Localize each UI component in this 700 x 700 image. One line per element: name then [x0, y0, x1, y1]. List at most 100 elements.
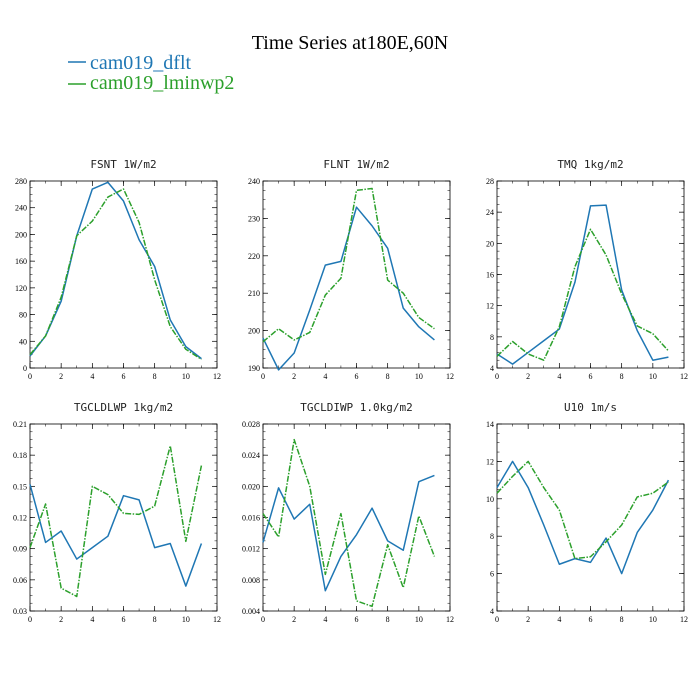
- panel-title: TGCLDIWP 1.0kg/m2: [300, 401, 413, 414]
- y-tick-label: 210: [248, 289, 260, 298]
- x-tick-label: 8: [386, 615, 390, 624]
- panel-title: FSNT 1W/m2: [90, 158, 156, 171]
- y-tick-label: 0.016: [242, 514, 260, 523]
- series-line-dflt: [29, 484, 203, 587]
- series-line-dflt: [496, 204, 669, 365]
- y-tick-label: 40: [19, 337, 27, 346]
- y-tick-label: 220: [248, 252, 260, 261]
- x-tick-label: 2: [292, 615, 296, 624]
- y-tick-label: 0.21: [13, 420, 27, 429]
- y-tick-label: 12: [486, 457, 494, 466]
- y-tick-label: 24: [486, 208, 494, 217]
- panel-title: U10 1m/s: [564, 401, 617, 414]
- chart-panel-2: FLNT 1W/m2 0 2 4 6 8 10 12 190 200 210 220 230 240: [248, 158, 454, 381]
- x-tick-label: 6: [589, 372, 593, 381]
- y-tick-label: 160: [15, 257, 27, 266]
- y-tick-label: 12: [486, 302, 494, 311]
- x-tick-label: 12: [680, 372, 688, 381]
- x-tick-label: 10: [182, 615, 190, 624]
- y-tick-label: 16: [486, 271, 494, 280]
- y-tick-label: 6: [490, 570, 494, 579]
- x-tick-label: 6: [122, 372, 126, 381]
- x-tick-label: 0: [495, 615, 499, 624]
- y-tick-label: 4: [490, 364, 494, 373]
- x-tick-label: 12: [213, 615, 221, 624]
- y-tick-label: 0.09: [13, 545, 27, 554]
- figure-title: Time Series at180E,60N: [252, 32, 448, 54]
- x-tick-label: 10: [415, 615, 423, 624]
- x-tick-label: 2: [59, 615, 63, 624]
- y-tick-label: 200: [15, 230, 27, 239]
- y-tick-label: 0.020: [242, 482, 260, 491]
- chart-panel-4: TGCLDLWP 1kg/m2 0 2 4 6 8 10 12 0.03 0.06 0.09 0.12…: [13, 401, 221, 624]
- x-tick-label: 6: [355, 372, 359, 381]
- panel-title: TGCLDLWP 1kg/m2: [74, 401, 173, 414]
- y-tick-label: 0.008: [242, 576, 260, 585]
- x-tick-label: 8: [153, 372, 157, 381]
- series-line-dflt: [29, 181, 202, 360]
- legend-label-lminwp2: cam019_lminwp2: [90, 72, 234, 94]
- x-tick-label: 0: [261, 615, 265, 624]
- x-tick-label: 2: [59, 372, 63, 381]
- x-tick-label: 4: [90, 372, 94, 381]
- x-tick-label: 2: [292, 372, 296, 381]
- y-tick-label: 0.024: [242, 451, 260, 460]
- y-tick-label: 0.028: [242, 420, 260, 429]
- y-tick-label: 10: [486, 495, 494, 504]
- y-tick-label: 200: [248, 327, 260, 336]
- legend-label-dflt: cam019_dflt: [90, 52, 192, 74]
- x-tick-label: 12: [680, 615, 688, 624]
- series-line-lminwp2: [496, 228, 669, 361]
- series-line-dflt: [262, 474, 435, 592]
- y-tick-label: 0.03: [13, 607, 27, 616]
- legend: cam019_dflt cam019_lminwp2: [68, 52, 234, 94]
- series-line-dflt: [262, 206, 435, 371]
- x-tick-label: 10: [649, 615, 657, 624]
- plot-frame: [29, 180, 218, 369]
- x-tick-label: 10: [649, 372, 657, 381]
- y-tick-label: 0.12: [13, 514, 27, 523]
- series-line-lminwp2: [262, 438, 436, 608]
- panel-title: FLNT 1W/m2: [323, 158, 389, 171]
- chart-panels: FSNT 1W/m20 2 4 6 8 10 1204080120160200240280F…: [13, 158, 688, 624]
- y-tick-label: 80: [19, 311, 27, 320]
- x-tick-label: 4: [557, 615, 561, 624]
- y-tick-label: 230: [248, 214, 260, 223]
- y-tick-label: 0.18: [13, 451, 27, 460]
- x-tick-label: 4: [323, 615, 327, 624]
- y-tick-label: 4: [490, 607, 494, 616]
- plot-frame: [29, 423, 218, 612]
- x-tick-label: 8: [620, 372, 624, 381]
- x-tick-label: 0: [261, 372, 265, 381]
- y-tick-label: 8: [490, 532, 494, 541]
- x-tick-label: 2: [526, 615, 530, 624]
- chart-panel-6: U10 1m/s 0 2 4 6 8 10 12 4 6 8 10 12 14: [486, 401, 688, 624]
- y-tick-label: 14: [486, 420, 494, 429]
- y-tick-label: 0.004: [242, 607, 260, 616]
- x-tick-label: 10: [182, 372, 190, 381]
- y-tick-label: 20: [486, 239, 494, 248]
- x-tick-label: 0: [495, 372, 499, 381]
- plot-frame: [262, 423, 451, 612]
- y-tick-label: 8: [490, 333, 494, 342]
- y-tick-label: 0.15: [13, 482, 27, 491]
- x-tick-label: 10: [415, 372, 423, 381]
- y-tick-label: 0: [23, 364, 27, 373]
- x-tick-label: 8: [620, 615, 624, 624]
- y-tick-label: 240: [15, 204, 27, 213]
- x-tick-label: 8: [153, 615, 157, 624]
- series-line-lminwp2: [29, 188, 202, 360]
- series-line-dflt: [496, 460, 670, 575]
- x-tick-label: 12: [446, 615, 454, 624]
- y-tick-label: 0.06: [13, 576, 27, 585]
- panel-title: TMQ 1kg/m2: [557, 158, 623, 171]
- y-tick-label: 120: [15, 284, 27, 293]
- series-line-lminwp2: [29, 445, 203, 598]
- x-tick-label: 8: [386, 372, 390, 381]
- x-tick-label: 4: [90, 615, 94, 624]
- y-tick-label: 28: [486, 177, 494, 186]
- x-tick-label: 0: [28, 615, 32, 624]
